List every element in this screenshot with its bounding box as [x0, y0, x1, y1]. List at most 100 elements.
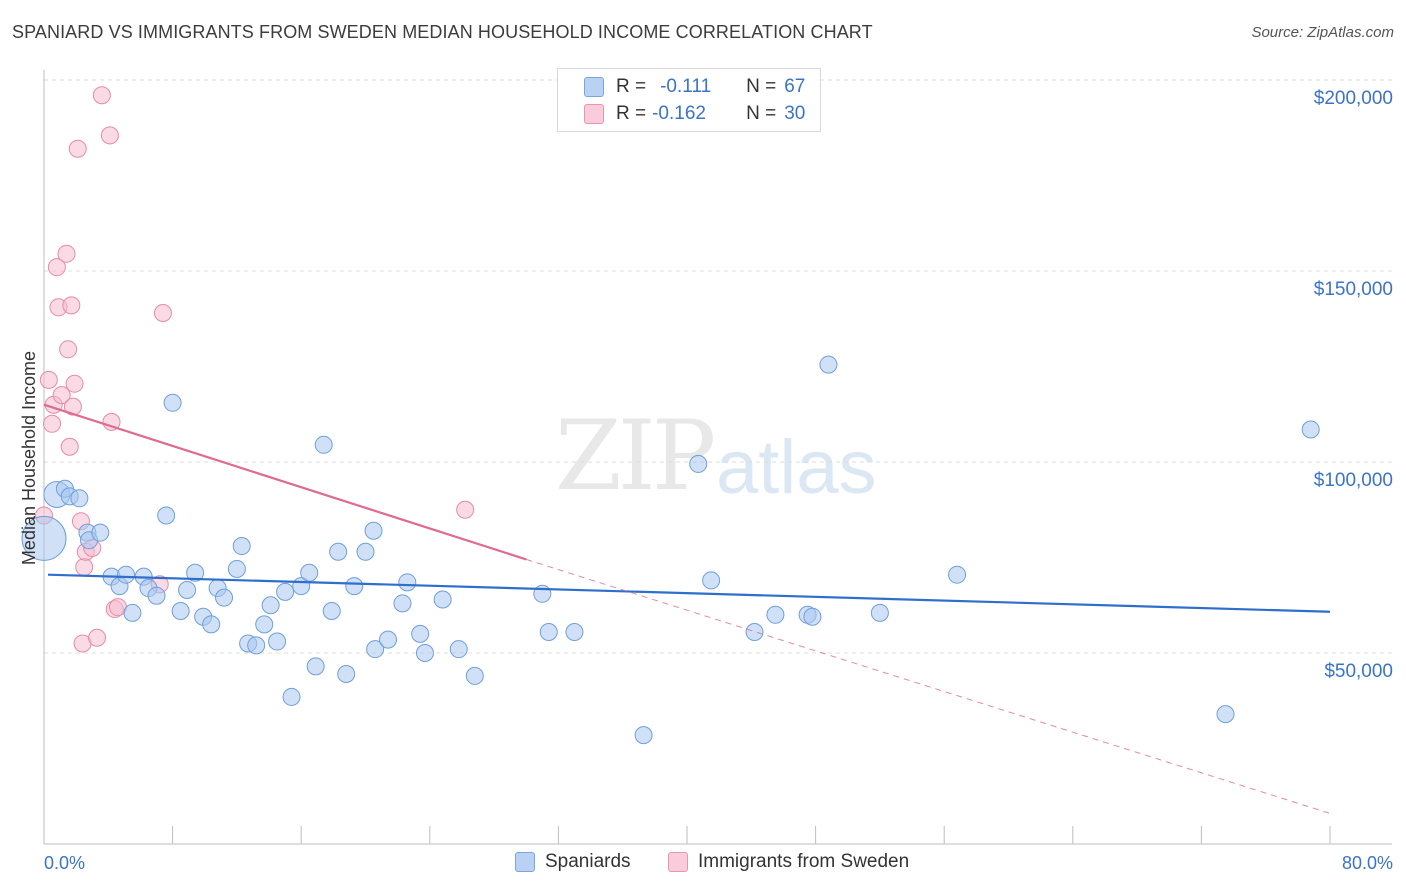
- source-credit: Source: ZipAtlas.com: [1251, 24, 1394, 41]
- data-point[interactable]: [157, 506, 176, 525]
- data-point[interactable]: [766, 605, 785, 624]
- data-point[interactable]: [68, 139, 87, 158]
- data-point[interactable]: [634, 726, 653, 745]
- data-point[interactable]: [300, 563, 319, 582]
- legend-r-value: -0.111: [660, 76, 712, 97]
- data-point[interactable]: [322, 601, 341, 620]
- data-point[interactable]: [60, 437, 79, 456]
- data-point[interactable]: [247, 636, 266, 655]
- trend-lines: [43, 403, 1331, 814]
- data-point[interactable]: [171, 601, 190, 620]
- legend-n-label: N =: [746, 103, 777, 124]
- data-point[interactable]: [75, 558, 94, 577]
- data-point[interactable]: [702, 571, 721, 590]
- data-point[interactable]: [948, 565, 967, 584]
- trend-line-spaniards: [47, 573, 1331, 613]
- data-point[interactable]: [92, 86, 111, 105]
- series-immigrants-from-sweden: [35, 86, 475, 653]
- data-point[interactable]: [415, 644, 434, 662]
- legend-n-label: N =: [746, 76, 777, 97]
- data-point[interactable]: [47, 258, 66, 277]
- data-point[interactable]: [745, 622, 764, 641]
- data-point[interactable]: [411, 624, 430, 643]
- data-point[interactable]: [255, 615, 274, 634]
- data-point[interactable]: [1301, 420, 1320, 439]
- data-point[interactable]: [565, 622, 584, 641]
- data-point[interactable]: [433, 590, 452, 609]
- data-point[interactable]: [276, 582, 295, 601]
- data-point[interactable]: [364, 521, 383, 540]
- series-spaniards: [21, 355, 1320, 745]
- legend-label: Immigrants from Sweden: [698, 851, 910, 872]
- data-point[interactable]: [337, 665, 356, 684]
- data-point[interactable]: [163, 393, 182, 412]
- legend-r-label: R =: [616, 103, 647, 124]
- data-point[interactable]: [21, 515, 67, 561]
- legend-label: Spaniards: [545, 851, 631, 872]
- data-point[interactable]: [39, 370, 58, 389]
- legend-item-immigrants-from-sweden[interactable]: Immigrants from Sweden: [668, 851, 909, 873]
- legend-swatch-blue: [584, 77, 604, 97]
- data-point[interactable]: [329, 542, 348, 561]
- y-tick-label: $150,000: [1314, 279, 1393, 300]
- data-point[interactable]: [539, 622, 558, 641]
- data-point[interactable]: [202, 615, 221, 634]
- data-point[interactable]: [465, 666, 484, 685]
- x-tick-label: 0.0%: [44, 853, 85, 873]
- x-tick-label: 80.0%: [1342, 853, 1393, 873]
- data-point[interactable]: [261, 596, 280, 615]
- data-point[interactable]: [59, 340, 78, 359]
- trend-line-sweden: [43, 403, 527, 561]
- axes: [43, 70, 1392, 845]
- legend-n-value: 30: [784, 103, 806, 124]
- data-point[interactable]: [123, 603, 142, 622]
- data-point[interactable]: [215, 588, 234, 607]
- tick-labels: $50,000 $100,000 $150,000 $200,000 0.0% 80.0%: [44, 88, 1393, 873]
- data-point[interactable]: [153, 304, 172, 323]
- data-point[interactable]: [379, 630, 398, 649]
- legend-item-spaniards[interactable]: Spaniards: [515, 851, 631, 873]
- data-point[interactable]: [116, 565, 135, 584]
- y-tick-label: $200,000: [1314, 88, 1393, 109]
- data-point[interactable]: [227, 559, 246, 578]
- data-point[interactable]: [70, 489, 89, 508]
- data-point[interactable]: [186, 563, 205, 582]
- data-point[interactable]: [1216, 705, 1235, 724]
- data-point[interactable]: [91, 523, 110, 542]
- data-point[interactable]: [689, 454, 708, 473]
- data-point[interactable]: [232, 537, 251, 556]
- data-point[interactable]: [398, 573, 417, 592]
- legend-swatch-pink: [668, 852, 688, 872]
- legend-r-label: R =: [616, 76, 647, 97]
- data-point[interactable]: [803, 607, 822, 626]
- data-point[interactable]: [366, 640, 385, 659]
- data-point[interactable]: [393, 594, 412, 613]
- legend-n-value: 67: [784, 76, 806, 97]
- data-point[interactable]: [52, 386, 71, 405]
- data-point[interactable]: [306, 657, 325, 676]
- data-point[interactable]: [449, 640, 468, 659]
- data-point[interactable]: [345, 577, 364, 596]
- data-point[interactable]: [356, 542, 375, 561]
- legend-row-spaniards: R = -0.111 N = 67: [584, 74, 805, 100]
- data-point[interactable]: [65, 374, 84, 393]
- data-point[interactable]: [456, 500, 475, 519]
- legend-swatch-pink: [584, 104, 604, 124]
- data-point[interactable]: [62, 296, 81, 315]
- data-point[interactable]: [268, 632, 287, 651]
- watermark-zip: ZIP: [555, 400, 716, 512]
- data-point[interactable]: [57, 244, 76, 263]
- data-point[interactable]: [88, 628, 107, 647]
- data-point[interactable]: [870, 603, 889, 622]
- data-point[interactable]: [147, 586, 166, 605]
- data-point[interactable]: [282, 687, 301, 706]
- data-point[interactable]: [178, 580, 197, 599]
- y-tick-label: $50,000: [1324, 661, 1393, 682]
- data-point[interactable]: [100, 126, 119, 145]
- data-point[interactable]: [819, 355, 838, 374]
- data-point[interactable]: [43, 414, 62, 433]
- series-legend: Spaniards Immigrants from Sweden: [0, 851, 1406, 877]
- data-point[interactable]: [314, 435, 333, 454]
- watermark-atlas: atlas: [716, 425, 877, 510]
